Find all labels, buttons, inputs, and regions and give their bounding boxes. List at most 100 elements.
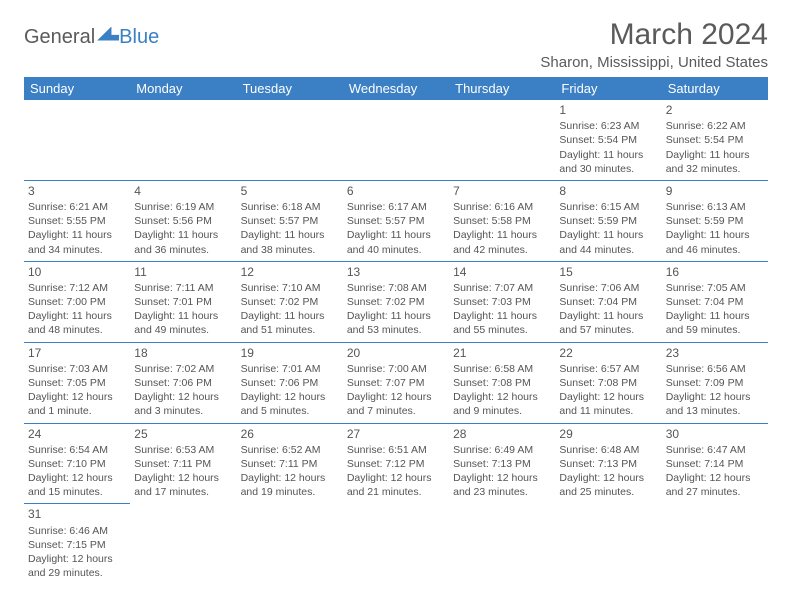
sunset-text: Sunset: 7:13 PM xyxy=(453,457,551,471)
daylight-text: Daylight: 12 hours and 19 minutes. xyxy=(241,471,339,499)
daylight-text: Daylight: 11 hours and 36 minutes. xyxy=(134,228,232,256)
calendar-cell: 25Sunrise: 6:53 AMSunset: 7:11 PMDayligh… xyxy=(130,423,236,504)
sunrise-text: Sunrise: 6:47 AM xyxy=(666,443,764,457)
calendar-cell xyxy=(343,504,449,584)
sunrise-text: Sunrise: 6:18 AM xyxy=(241,200,339,214)
daylight-text: Daylight: 12 hours and 15 minutes. xyxy=(28,471,126,499)
sunrise-text: Sunrise: 6:15 AM xyxy=(559,200,657,214)
calendar-cell: 30Sunrise: 6:47 AMSunset: 7:14 PMDayligh… xyxy=(662,423,768,504)
calendar-cell: 12Sunrise: 7:10 AMSunset: 7:02 PMDayligh… xyxy=(237,261,343,342)
calendar-cell xyxy=(24,100,130,180)
calendar-cell: 7Sunrise: 6:16 AMSunset: 5:58 PMDaylight… xyxy=(449,180,555,261)
calendar-cell: 22Sunrise: 6:57 AMSunset: 7:08 PMDayligh… xyxy=(555,342,661,423)
day-number: 27 xyxy=(347,426,445,442)
day-number: 6 xyxy=(347,183,445,199)
daylight-text: Daylight: 11 hours and 30 minutes. xyxy=(559,148,657,176)
daylight-text: Daylight: 11 hours and 57 minutes. xyxy=(559,309,657,337)
sunset-text: Sunset: 7:05 PM xyxy=(28,376,126,390)
sunset-text: Sunset: 7:11 PM xyxy=(134,457,232,471)
sunrise-text: Sunrise: 6:56 AM xyxy=(666,362,764,376)
sunset-text: Sunset: 7:06 PM xyxy=(241,376,339,390)
calendar-cell xyxy=(237,100,343,180)
day-header-row: SundayMondayTuesdayWednesdayThursdayFrid… xyxy=(24,77,768,100)
calendar-cell: 9Sunrise: 6:13 AMSunset: 5:59 PMDaylight… xyxy=(662,180,768,261)
location: Sharon, Mississippi, United States xyxy=(540,54,768,71)
sunset-text: Sunset: 7:06 PM xyxy=(134,376,232,390)
daylight-text: Daylight: 11 hours and 34 minutes. xyxy=(28,228,126,256)
daylight-text: Daylight: 11 hours and 51 minutes. xyxy=(241,309,339,337)
sunrise-text: Sunrise: 7:10 AM xyxy=(241,281,339,295)
daylight-text: Daylight: 11 hours and 42 minutes. xyxy=(453,228,551,256)
day-number: 11 xyxy=(134,264,232,280)
sunset-text: Sunset: 7:08 PM xyxy=(559,376,657,390)
sunset-text: Sunset: 7:09 PM xyxy=(666,376,764,390)
calendar-cell: 21Sunrise: 6:58 AMSunset: 7:08 PMDayligh… xyxy=(449,342,555,423)
day-number: 9 xyxy=(666,183,764,199)
sunset-text: Sunset: 5:56 PM xyxy=(134,214,232,228)
calendar-cell: 3Sunrise: 6:21 AMSunset: 5:55 PMDaylight… xyxy=(24,180,130,261)
calendar-cell: 4Sunrise: 6:19 AMSunset: 5:56 PMDaylight… xyxy=(130,180,236,261)
calendar-cell: 5Sunrise: 6:18 AMSunset: 5:57 PMDaylight… xyxy=(237,180,343,261)
daylight-text: Daylight: 11 hours and 46 minutes. xyxy=(666,228,764,256)
day-header: Monday xyxy=(130,77,236,100)
calendar-cell: 31Sunrise: 6:46 AMSunset: 7:15 PMDayligh… xyxy=(24,504,130,584)
sunrise-text: Sunrise: 6:48 AM xyxy=(559,443,657,457)
calendar-week: 1Sunrise: 6:23 AMSunset: 5:54 PMDaylight… xyxy=(24,100,768,180)
daylight-text: Daylight: 12 hours and 23 minutes. xyxy=(453,471,551,499)
calendar-cell: 6Sunrise: 6:17 AMSunset: 5:57 PMDaylight… xyxy=(343,180,449,261)
calendar-cell: 29Sunrise: 6:48 AMSunset: 7:13 PMDayligh… xyxy=(555,423,661,504)
calendar-week: 3Sunrise: 6:21 AMSunset: 5:55 PMDaylight… xyxy=(24,180,768,261)
sunrise-text: Sunrise: 6:46 AM xyxy=(28,524,126,538)
sunrise-text: Sunrise: 7:08 AM xyxy=(347,281,445,295)
day-number: 30 xyxy=(666,426,764,442)
sunrise-text: Sunrise: 6:54 AM xyxy=(28,443,126,457)
calendar-body: 1Sunrise: 6:23 AMSunset: 5:54 PMDaylight… xyxy=(24,100,768,584)
day-header: Wednesday xyxy=(343,77,449,100)
calendar-cell: 27Sunrise: 6:51 AMSunset: 7:12 PMDayligh… xyxy=(343,423,449,504)
calendar-week: 10Sunrise: 7:12 AMSunset: 7:00 PMDayligh… xyxy=(24,261,768,342)
daylight-text: Daylight: 12 hours and 1 minute. xyxy=(28,390,126,418)
day-number: 25 xyxy=(134,426,232,442)
daylight-text: Daylight: 12 hours and 5 minutes. xyxy=(241,390,339,418)
day-number: 14 xyxy=(453,264,551,280)
day-number: 7 xyxy=(453,183,551,199)
sunset-text: Sunset: 7:11 PM xyxy=(241,457,339,471)
calendar-cell: 17Sunrise: 7:03 AMSunset: 7:05 PMDayligh… xyxy=(24,342,130,423)
header: General Blue March 2024 Sharon, Mississi… xyxy=(24,18,768,71)
day-number: 12 xyxy=(241,264,339,280)
sunset-text: Sunset: 7:00 PM xyxy=(28,295,126,309)
sunset-text: Sunset: 7:01 PM xyxy=(134,295,232,309)
calendar-cell xyxy=(130,504,236,584)
sunrise-text: Sunrise: 6:13 AM xyxy=(666,200,764,214)
day-number: 23 xyxy=(666,345,764,361)
sunrise-text: Sunrise: 6:58 AM xyxy=(453,362,551,376)
daylight-text: Daylight: 11 hours and 44 minutes. xyxy=(559,228,657,256)
day-number: 19 xyxy=(241,345,339,361)
day-number: 5 xyxy=(241,183,339,199)
day-number: 26 xyxy=(241,426,339,442)
calendar-cell: 18Sunrise: 7:02 AMSunset: 7:06 PMDayligh… xyxy=(130,342,236,423)
sunrise-text: Sunrise: 7:11 AM xyxy=(134,281,232,295)
day-number: 24 xyxy=(28,426,126,442)
calendar-table: SundayMondayTuesdayWednesdayThursdayFrid… xyxy=(24,77,768,584)
day-number: 17 xyxy=(28,345,126,361)
daylight-text: Daylight: 12 hours and 25 minutes. xyxy=(559,471,657,499)
sunrise-text: Sunrise: 7:06 AM xyxy=(559,281,657,295)
calendar-cell: 20Sunrise: 7:00 AMSunset: 7:07 PMDayligh… xyxy=(343,342,449,423)
day-number: 22 xyxy=(559,345,657,361)
day-number: 28 xyxy=(453,426,551,442)
logo: General Blue xyxy=(24,18,159,49)
calendar-cell: 11Sunrise: 7:11 AMSunset: 7:01 PMDayligh… xyxy=(130,261,236,342)
sunset-text: Sunset: 7:15 PM xyxy=(28,538,126,552)
daylight-text: Daylight: 12 hours and 29 minutes. xyxy=(28,552,126,580)
sunset-text: Sunset: 7:13 PM xyxy=(559,457,657,471)
sunset-text: Sunset: 7:04 PM xyxy=(559,295,657,309)
day-number: 3 xyxy=(28,183,126,199)
calendar-cell xyxy=(555,504,661,584)
daylight-text: Daylight: 11 hours and 55 minutes. xyxy=(453,309,551,337)
sunset-text: Sunset: 5:55 PM xyxy=(28,214,126,228)
sunrise-text: Sunrise: 6:53 AM xyxy=(134,443,232,457)
daylight-text: Daylight: 11 hours and 40 minutes. xyxy=(347,228,445,256)
title-block: March 2024 Sharon, Mississippi, United S… xyxy=(540,18,768,71)
logo-sail-icon xyxy=(97,27,119,41)
